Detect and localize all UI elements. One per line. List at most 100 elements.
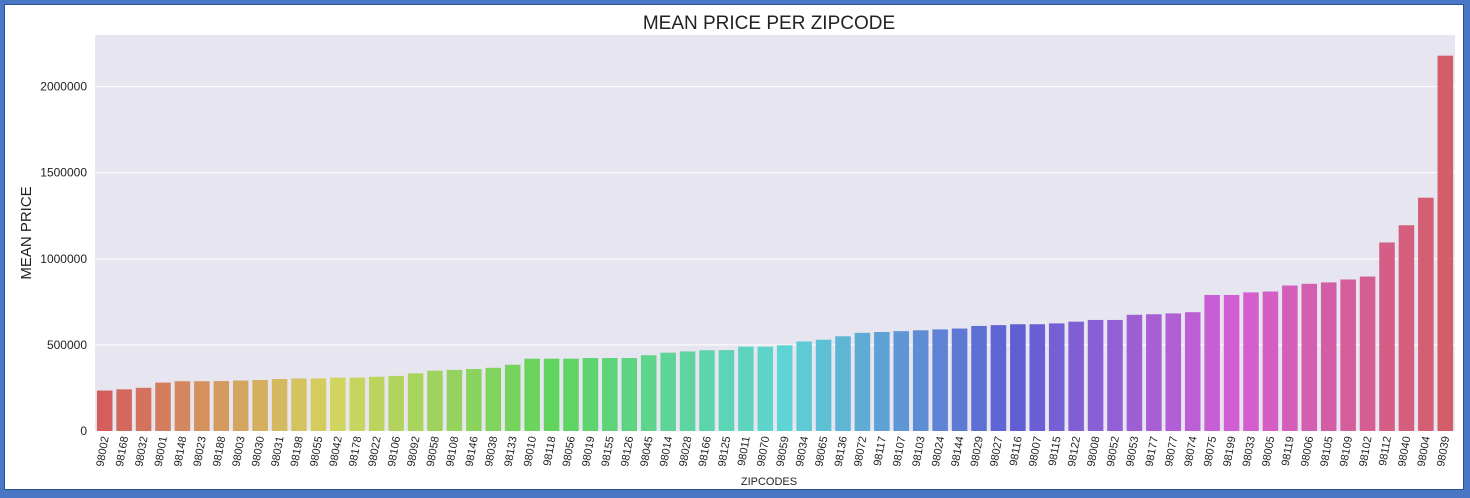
x-tick-label: 98028: [677, 435, 694, 467]
bar: [349, 377, 366, 431]
bar: [1010, 324, 1026, 431]
x-tick-label: 98108: [444, 435, 461, 467]
bar: [1282, 285, 1298, 431]
bar: [388, 375, 404, 431]
y-tick-label: 1000000: [40, 252, 87, 266]
x-tick-label: 98116: [1008, 435, 1025, 466]
bar: [1418, 197, 1434, 431]
bar: [524, 358, 540, 431]
bar: [1437, 55, 1454, 432]
x-tick-label: 98106: [386, 435, 403, 467]
x-tick-label: 98001: [153, 435, 170, 467]
y-tick-label: 2000000: [40, 80, 87, 94]
bar: [640, 355, 657, 431]
x-tick-label: 98033: [1241, 435, 1258, 467]
x-tick-label: 98107: [891, 435, 908, 467]
bar: [874, 332, 890, 431]
x-tick-label: 98188: [211, 435, 228, 467]
x-tick-label: 98117: [872, 435, 889, 466]
x-tick-label: 98136: [833, 435, 850, 467]
bar: [679, 351, 696, 431]
x-tick-label: 98075: [1202, 435, 1219, 467]
x-tick-label: 98019: [580, 435, 597, 467]
x-tick-label: 98014: [658, 435, 675, 467]
x-tick-label: 98008: [1085, 435, 1102, 467]
bar: [738, 346, 754, 431]
x-tick-label: 98177: [1144, 435, 1161, 467]
y-tick-label: 500000: [47, 338, 87, 352]
x-tick-label: 98125: [716, 435, 733, 467]
x-tick-label: 98055: [308, 435, 325, 467]
chart-title: MEAN PRICE PER ZIPCODE: [643, 13, 895, 34]
bar: [776, 345, 793, 431]
bar: [1359, 276, 1376, 431]
bar: [427, 370, 443, 431]
x-tick-label: 98065: [813, 435, 830, 467]
x-tick-label: 98007: [1027, 435, 1044, 467]
bar: [1320, 282, 1337, 431]
bar: [815, 339, 832, 431]
bar: [194, 381, 210, 431]
x-tick-label: 98030: [250, 435, 267, 467]
bar: [990, 325, 1007, 431]
bar: [1398, 225, 1415, 431]
bar: [971, 325, 987, 431]
bar: [1204, 294, 1220, 431]
x-tick-label: 98042: [328, 435, 345, 467]
bar: [1068, 321, 1084, 431]
bar: [893, 331, 910, 431]
bar: [1165, 313, 1182, 431]
x-tick-label: 98077: [1163, 435, 1180, 467]
bar: [796, 341, 812, 431]
bar: [1184, 312, 1201, 431]
x-tick-label: 98070: [755, 435, 772, 467]
bar: [912, 330, 929, 431]
bar: [1223, 294, 1240, 431]
x-tick-label: 98155: [600, 435, 617, 467]
bar: [1107, 319, 1123, 431]
x-tick-label: 98126: [619, 435, 636, 467]
bar: [660, 352, 676, 431]
x-tick-label: 98072: [852, 435, 869, 467]
bar: [621, 357, 638, 431]
bar: [1340, 279, 1356, 431]
bar: [1087, 319, 1104, 431]
x-tick-label: 98092: [405, 435, 422, 467]
x-tick-label: 98023: [192, 435, 209, 467]
bar: [582, 357, 599, 431]
bar: [1146, 314, 1162, 431]
x-tick-label: 98031: [269, 435, 286, 467]
bar: [252, 380, 268, 431]
x-tick-label: 98144: [949, 435, 966, 467]
bar: [213, 381, 230, 431]
x-tick-label: 98034: [794, 435, 811, 467]
bar: [718, 350, 735, 431]
x-tick-label: 98032: [133, 435, 150, 467]
x-tick-label: 98004: [1416, 435, 1433, 467]
x-tick-label: 98052: [1105, 435, 1122, 467]
bar: [1243, 292, 1259, 431]
x-tick-label: 98029: [969, 435, 986, 467]
bar: [330, 377, 346, 431]
bar: [174, 381, 191, 431]
bar: [1029, 324, 1046, 431]
x-tick-label: 98109: [1338, 435, 1355, 467]
bar: [1301, 283, 1318, 431]
bar: [951, 328, 968, 431]
bar: [854, 332, 871, 431]
bars: [96, 55, 1454, 432]
x-tick-label: 98038: [483, 435, 500, 467]
x-tick-label: 98103: [911, 435, 928, 467]
bar: [271, 379, 288, 431]
x-tick-label: 98118: [542, 435, 559, 466]
chart-frame: 0 500000 1000000 1500000 2000000 98002 98168 9…: [4, 4, 1464, 490]
x-tick-label: 98002: [95, 435, 112, 467]
bar: [602, 357, 618, 431]
bar: [932, 329, 948, 431]
x-tick-label: 98105: [1319, 435, 1336, 467]
x-axis-ticks: 98002 98168 98032 98001 98148 98023 98188 98003…: [95, 435, 1453, 467]
x-axis-label: ZIPCODES: [741, 476, 797, 488]
y-axis-label: MEAN PRICE: [18, 186, 35, 279]
bar: [291, 378, 307, 431]
